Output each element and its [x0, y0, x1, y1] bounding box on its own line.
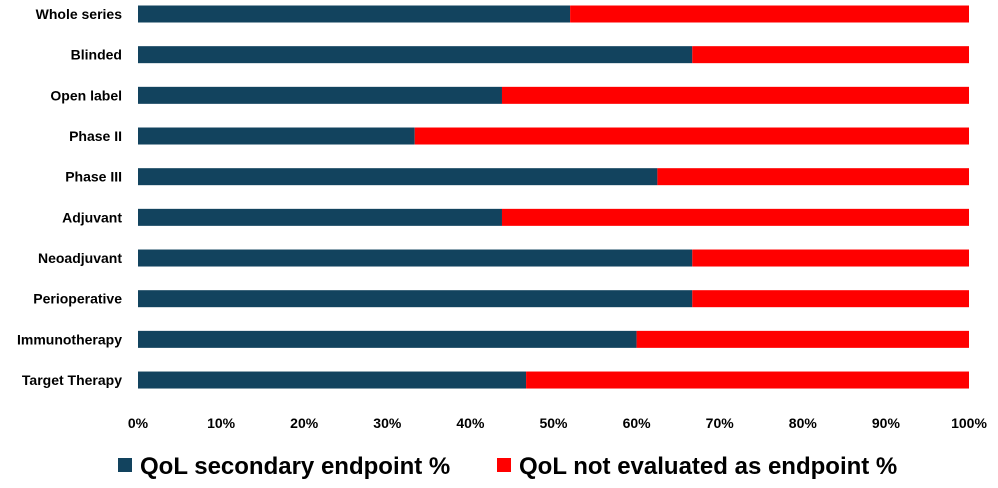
bar-segment-series-2-row-9 [636, 330, 969, 348]
x-tick-label: 60% [623, 415, 652, 431]
category-label: Target Therapy [22, 372, 122, 388]
legend-swatch-series-1 [118, 458, 132, 472]
bar-segment-series-1-row-4 [138, 127, 415, 145]
x-tick-label: 100% [951, 415, 987, 431]
bar-segment-series-2-row-1 [570, 5, 969, 23]
bar-segment-series-1-row-6 [138, 208, 502, 226]
x-tick-label: 70% [706, 415, 735, 431]
x-tick-label: 40% [456, 415, 485, 431]
bar-segment-series-2-row-7 [692, 249, 969, 267]
bar-segment-series-1-row-5 [138, 168, 658, 186]
bar-segment-series-2-row-10 [526, 371, 969, 389]
bar-segment-series-2-row-3 [501, 86, 969, 104]
legend-label-series-2: QoL not evaluated as endpoint % [519, 453, 897, 480]
bar-segment-series-2-row-2 [692, 46, 969, 64]
bar-segment-series-2-row-6 [501, 208, 969, 226]
category-axis: Whole series Blinded Open label Phase II Pha… [17, 6, 122, 388]
x-tick-label: 90% [872, 415, 901, 431]
legend-label-series-1: QoL secondary endpoint % [140, 453, 450, 480]
category-label: Adjuvant [62, 209, 122, 225]
x-tick-label: 50% [539, 415, 568, 431]
legend: QoL secondary endpoint % QoL not evaluat… [118, 453, 897, 480]
category-label: Perioperative [33, 291, 122, 307]
bar-segment-series-1-row-10 [138, 371, 527, 389]
category-label: Neoadjuvant [38, 250, 122, 266]
bar-segment-series-1-row-2 [138, 46, 693, 64]
bar-area [138, 5, 969, 389]
bar-segment-series-1-row-9 [138, 330, 637, 348]
bar-segment-series-2-row-4 [414, 127, 969, 145]
x-tick-label: 30% [373, 415, 402, 431]
bar-segment-series-2-row-8 [692, 290, 969, 308]
bar-segment-series-1-row-8 [138, 290, 693, 308]
bar-segment-series-1-row-1 [138, 5, 571, 23]
legend-swatch-series-2 [497, 458, 511, 472]
x-tick-label: 0% [128, 415, 149, 431]
bar-segment-series-1-row-7 [138, 249, 693, 267]
x-tick-label: 10% [207, 415, 236, 431]
category-label: Whole series [36, 6, 123, 22]
x-tick-label: 80% [789, 415, 818, 431]
value-axis: 0% 10% 20% 30% 40% 50% 60% 70% 80% 90% 100% [128, 415, 988, 431]
category-label: Open label [50, 87, 122, 103]
bar-segment-series-1-row-3 [138, 86, 502, 104]
category-label: Phase III [65, 169, 122, 185]
category-label: Phase II [69, 128, 122, 144]
category-label: Blinded [71, 47, 122, 63]
bar-segment-series-2-row-5 [657, 168, 969, 186]
x-tick-label: 20% [290, 415, 319, 431]
category-label: Immunotherapy [17, 331, 122, 347]
